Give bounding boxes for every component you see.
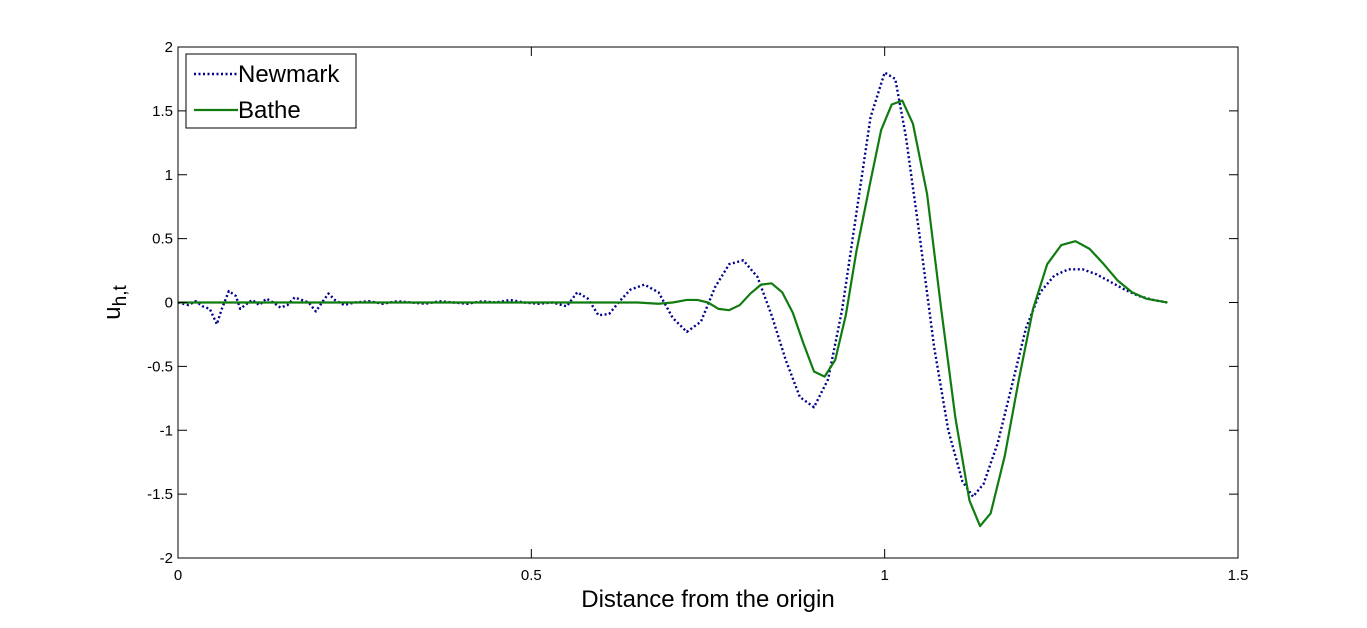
y-axis-title-main: u — [99, 306, 126, 319]
x-tick-label: 1 — [880, 567, 888, 584]
ticks-layer: 0 0.5 1 1.5 -2 -1.5 -1 -0.5 0 0.5 1 1.5 2 — [147, 39, 1248, 584]
legend-box — [185, 53, 357, 129]
legend-label-newmark: Newmark — [238, 61, 340, 88]
x-axis-title: Distance from the origin — [581, 586, 834, 613]
x-tick-label: 0 — [174, 567, 182, 584]
legend: Newmark Bathe — [185, 53, 357, 129]
y-tick-label: -1.5 — [147, 486, 173, 503]
x-tick-label: 1.5 — [1228, 567, 1249, 584]
y-tick-label: -2 — [160, 550, 173, 567]
y-tick-label: 0.5 — [152, 231, 173, 248]
y-tick-label: 2 — [165, 39, 173, 56]
series-line-bathe — [178, 99, 1168, 528]
y-axis-title: uh,t — [99, 285, 131, 320]
y-axis-title-sub: h,t — [110, 285, 131, 307]
series-layer — [177, 71, 1168, 528]
y-tick-label: -1 — [160, 422, 173, 439]
y-tick-label: 1.5 — [152, 103, 173, 120]
y-tick-label: 1 — [165, 167, 173, 184]
y-tick-label: 0 — [165, 295, 173, 312]
legend-label-bathe: Bathe — [238, 97, 301, 124]
x-tick-label: 0.5 — [521, 567, 542, 584]
y-tick-label: -0.5 — [147, 358, 173, 375]
series-line-newmark — [177, 71, 1168, 498]
